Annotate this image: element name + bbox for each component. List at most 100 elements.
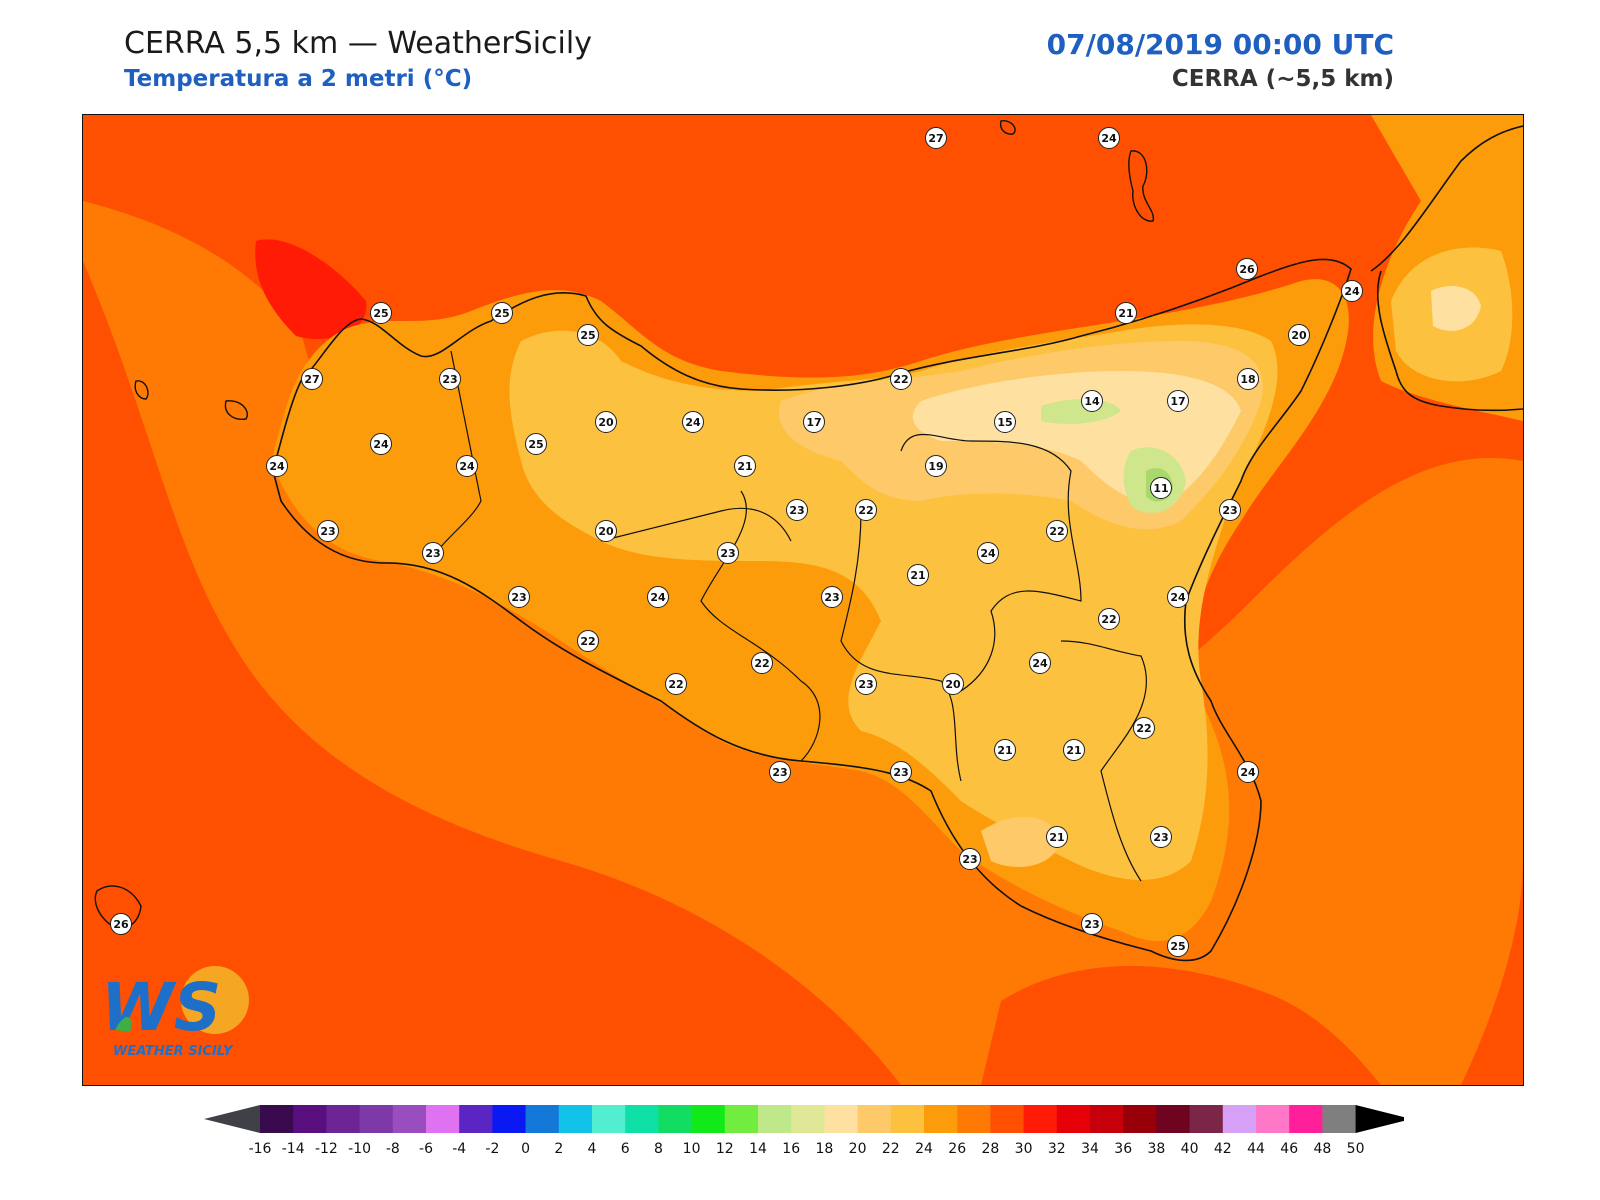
station-value: 23	[1081, 913, 1103, 935]
map-title: CERRA 5,5 km — WeatherSicily	[124, 26, 592, 61]
colorbar-tick-label: 12	[716, 1141, 734, 1157]
sicily-coastline	[272, 258, 1352, 962]
station-value: 23	[855, 673, 877, 695]
colorbar-segment	[293, 1105, 327, 1133]
colorbar-tick-label: 50	[1347, 1141, 1365, 1157]
colorbar-tick-label: 0	[521, 1141, 530, 1157]
colorbar-segment	[1056, 1105, 1091, 1133]
valid-datetime: 07/08/2019 00:00 UTC	[1046, 28, 1394, 61]
colorbar-segment	[791, 1105, 825, 1133]
station-value: 23	[508, 586, 530, 608]
colorbar-segment	[260, 1105, 294, 1133]
colorbar-tick-label: -4	[452, 1141, 466, 1157]
station-value: 25	[491, 302, 513, 324]
colorbar-segment	[359, 1105, 394, 1133]
colorbar-segment	[592, 1105, 626, 1133]
colorbar-tick-label: 46	[1280, 1141, 1298, 1157]
colorbar-under-arrow	[204, 1105, 260, 1133]
colorbar-tick-label: 38	[1147, 1141, 1165, 1157]
station-value: 24	[647, 586, 669, 608]
station-value: 25	[525, 433, 547, 455]
station-value: 21	[907, 564, 929, 586]
station-value: 17	[1167, 390, 1189, 412]
colorbar-tick-label: 30	[1015, 1141, 1033, 1157]
colorbar-segment	[492, 1105, 527, 1133]
island-eolie-1	[999, 120, 1016, 135]
station-value: 21	[1046, 826, 1068, 848]
colorbar-tick-label: -16	[249, 1141, 272, 1157]
colorbar-tick-label: 34	[1081, 1141, 1099, 1157]
station-value: 22	[1098, 608, 1120, 630]
colorbar-segment	[392, 1105, 427, 1133]
colorbar-tick-label: 20	[849, 1141, 867, 1157]
station-value: 24	[370, 433, 392, 455]
hot-spot-30	[255, 239, 367, 340]
colorbar-segment	[1322, 1105, 1357, 1133]
station-value: 20	[942, 673, 964, 695]
temperature-colorbar: -16 -14 -12 -10 -8 -6 -4 -2 0 2 4 6 8 10 12 14 16 18 20 22 2…	[204, 1105, 1412, 1169]
station-value: 22	[855, 499, 877, 521]
colorbar-segment	[691, 1105, 726, 1133]
colorbar-segment	[658, 1105, 693, 1133]
station-value: 23	[769, 761, 791, 783]
colorbar-tick-label: -14	[282, 1141, 305, 1157]
svg-text:WEATHER SICILY: WEATHER SICILY	[113, 1044, 234, 1059]
station-value: 23	[821, 586, 843, 608]
colorbar-segment	[890, 1105, 925, 1133]
station-value: 23	[317, 520, 339, 542]
colorbar-segment	[758, 1105, 792, 1133]
province-borders	[430, 350, 1147, 882]
island-ustica-area	[134, 380, 149, 400]
svg-text:WS: WS	[101, 969, 221, 1046]
station-value: 23	[422, 542, 444, 564]
station-value: 21	[1115, 302, 1137, 324]
colorbar-segment	[426, 1105, 460, 1133]
colorbar-segment	[724, 1105, 759, 1133]
station-value: 24	[456, 455, 478, 477]
colorbar-tick-label: 22	[882, 1141, 900, 1157]
colorbar-tick-label: 44	[1247, 1141, 1265, 1157]
station-value: 26	[110, 913, 132, 935]
colorbar-tick-label: 42	[1214, 1141, 1232, 1157]
colorbar-tick-label: 6	[621, 1141, 630, 1157]
station-value: 22	[890, 368, 912, 390]
colorbar-segment	[990, 1105, 1025, 1133]
sea-band-26-south	[981, 966, 1381, 1085]
station-value: 19	[925, 455, 947, 477]
colorbar-segment	[1256, 1105, 1290, 1133]
colorbar-tick-label: 18	[815, 1141, 833, 1157]
colorbar-tick-label: -2	[485, 1141, 499, 1157]
station-value: 22	[1046, 520, 1068, 542]
calabria-coastline	[1370, 125, 1523, 412]
colorbar-segment	[957, 1105, 991, 1133]
station-value: 20	[595, 411, 617, 433]
station-value: 18	[1237, 368, 1259, 390]
island-egadi	[224, 400, 248, 420]
station-value: 20	[1288, 324, 1310, 346]
station-value: 24	[1167, 586, 1189, 608]
station-value: 23	[959, 848, 981, 870]
colorbar-tick-label: 32	[1048, 1141, 1066, 1157]
colorbar-graphic: -16 -14 -12 -10 -8 -6 -4 -2 0 2 4 6 8 10 12 14 16 18 20 22 2…	[204, 1105, 1412, 1157]
colorbar-segment	[459, 1105, 493, 1133]
colorbar-segment	[525, 1105, 560, 1133]
station-value: 21	[1063, 739, 1085, 761]
station-value: 22	[751, 652, 773, 674]
station-value: 25	[1167, 935, 1189, 957]
colorbar-tick-label: 16	[782, 1141, 800, 1157]
island-eolie-2	[1128, 150, 1155, 222]
colorbar-segment	[1090, 1105, 1124, 1133]
colorbar-tick-label: -10	[348, 1141, 371, 1157]
colorbar-segment	[558, 1105, 593, 1133]
colorbar-segment	[924, 1105, 958, 1133]
colorbar-tick-label: 26	[948, 1141, 966, 1157]
colorbar-tick-label: 2	[554, 1141, 563, 1157]
station-value: 24	[1237, 761, 1259, 783]
station-value: 14	[1081, 390, 1103, 412]
station-value: 21	[994, 739, 1016, 761]
station-value: 25	[370, 302, 392, 324]
colorbar-tick-label: 24	[915, 1141, 933, 1157]
temperature-map: 27 24 26 24 25 25 25 21 20 27 23 22 18 14 17 20 24 17 15 24…	[82, 114, 1524, 1086]
colorbar-segment	[625, 1105, 659, 1133]
station-value: 24	[1098, 127, 1120, 149]
